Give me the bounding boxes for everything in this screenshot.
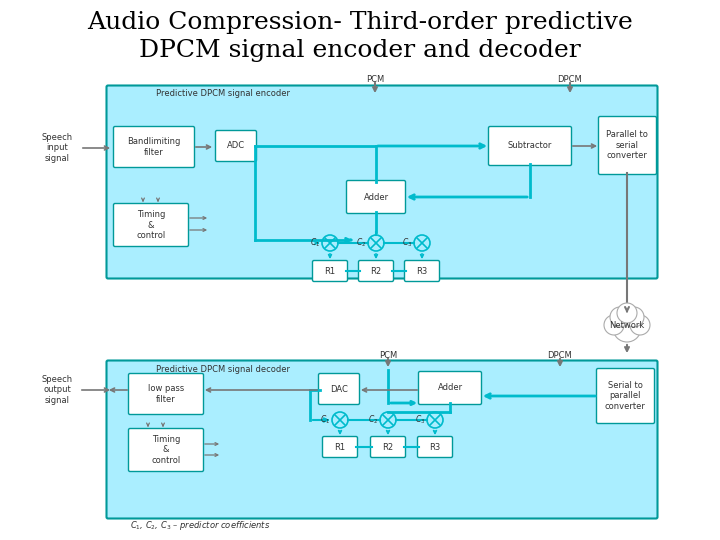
Text: R2: R2 [382, 442, 394, 451]
Text: R2: R2 [370, 267, 382, 275]
Text: Parallel to
serial
converter: Parallel to serial converter [606, 130, 648, 160]
Text: Speech
input
signal: Speech input signal [42, 133, 73, 163]
FancyBboxPatch shape [215, 131, 256, 161]
Text: R3: R3 [429, 442, 441, 451]
Text: Serial to
parallel
converter: Serial to parallel converter [605, 381, 645, 411]
Text: R1: R1 [325, 267, 336, 275]
Text: Speech
output
signal: Speech output signal [42, 375, 73, 405]
FancyBboxPatch shape [488, 126, 572, 165]
FancyBboxPatch shape [598, 117, 657, 174]
FancyBboxPatch shape [596, 368, 654, 423]
FancyBboxPatch shape [371, 436, 405, 457]
FancyBboxPatch shape [318, 374, 359, 404]
Text: Subtractor: Subtractor [508, 141, 552, 151]
Text: $C_3$: $C_3$ [402, 237, 412, 249]
Text: Network: Network [609, 321, 644, 329]
Text: Predictive DPCM signal encoder: Predictive DPCM signal encoder [156, 90, 290, 98]
Circle shape [630, 315, 650, 335]
Text: PCM: PCM [366, 75, 384, 84]
Circle shape [610, 307, 630, 327]
Text: $C_2$: $C_2$ [368, 414, 378, 426]
Text: Audio Compression- Third-order predictive: Audio Compression- Third-order predictiv… [87, 10, 633, 33]
FancyBboxPatch shape [346, 180, 405, 213]
Text: ADC: ADC [227, 141, 245, 151]
Text: $C_1$, $C_2$, $C_3$ – predictor coefficients: $C_1$, $C_2$, $C_3$ – predictor coeffici… [130, 518, 270, 531]
Text: Bandlimiting
filter: Bandlimiting filter [127, 137, 181, 157]
Circle shape [604, 315, 624, 335]
FancyBboxPatch shape [107, 85, 657, 279]
FancyBboxPatch shape [114, 204, 189, 246]
FancyBboxPatch shape [323, 436, 358, 457]
Text: R3: R3 [416, 267, 428, 275]
Text: DPCM: DPCM [548, 350, 572, 360]
Text: $C_1$: $C_1$ [320, 414, 330, 426]
Text: DPCM signal encoder and decoder: DPCM signal encoder and decoder [139, 38, 581, 62]
FancyBboxPatch shape [107, 361, 657, 518]
Text: DPCM: DPCM [557, 75, 582, 84]
FancyBboxPatch shape [418, 436, 452, 457]
Text: Timing
&
control: Timing & control [151, 435, 181, 465]
Text: Adder: Adder [438, 383, 462, 393]
Circle shape [613, 314, 641, 342]
Text: $C_2$: $C_2$ [356, 237, 366, 249]
Text: low pass
filter: low pass filter [148, 384, 184, 404]
Text: Timing
&
control: Timing & control [136, 210, 166, 240]
FancyBboxPatch shape [312, 260, 348, 281]
FancyBboxPatch shape [418, 372, 482, 404]
FancyBboxPatch shape [359, 260, 394, 281]
FancyBboxPatch shape [405, 260, 439, 281]
Text: PCM: PCM [379, 350, 397, 360]
Circle shape [624, 307, 644, 327]
Text: $C_3$: $C_3$ [415, 414, 426, 426]
Text: Predictive DPCM signal decoder: Predictive DPCM signal decoder [156, 364, 290, 374]
FancyBboxPatch shape [128, 429, 204, 471]
FancyBboxPatch shape [128, 374, 204, 415]
Text: Adder: Adder [364, 192, 389, 201]
Text: R1: R1 [334, 442, 346, 451]
FancyBboxPatch shape [114, 126, 194, 167]
Text: $C_1$: $C_1$ [310, 237, 320, 249]
Circle shape [617, 303, 637, 323]
Text: DAC: DAC [330, 384, 348, 394]
